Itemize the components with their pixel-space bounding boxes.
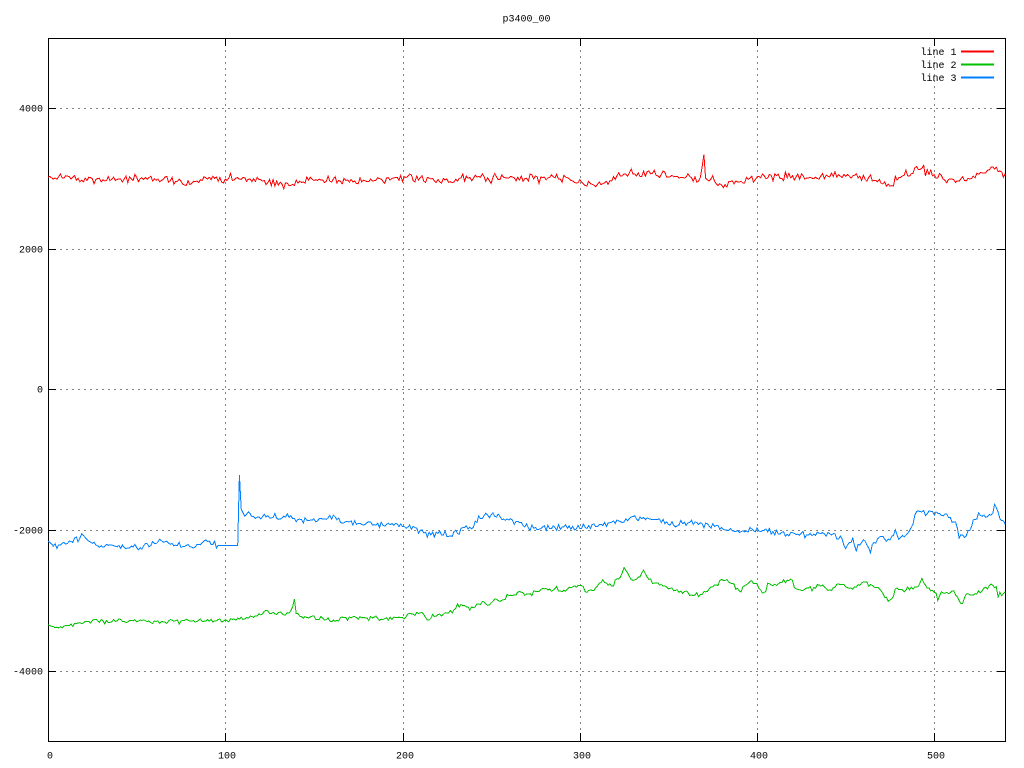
svg-text:2000: 2000 xyxy=(19,246,43,257)
svg-text:0: 0 xyxy=(47,752,53,763)
svg-text:100: 100 xyxy=(218,752,236,763)
svg-text:400: 400 xyxy=(750,752,768,763)
svg-text:300: 300 xyxy=(573,752,591,763)
svg-text:-2000: -2000 xyxy=(13,527,43,538)
svg-text:0: 0 xyxy=(37,386,43,397)
svg-text:line 1: line 1 xyxy=(920,47,956,59)
svg-text:4000: 4000 xyxy=(19,105,43,116)
svg-text:line 2: line 2 xyxy=(920,60,956,72)
svg-text:line 3: line 3 xyxy=(920,73,956,85)
svg-text:500: 500 xyxy=(927,752,945,763)
svg-text:200: 200 xyxy=(396,752,414,763)
svg-text:p3400_00: p3400_00 xyxy=(502,15,550,26)
svg-text:-4000: -4000 xyxy=(13,668,43,679)
